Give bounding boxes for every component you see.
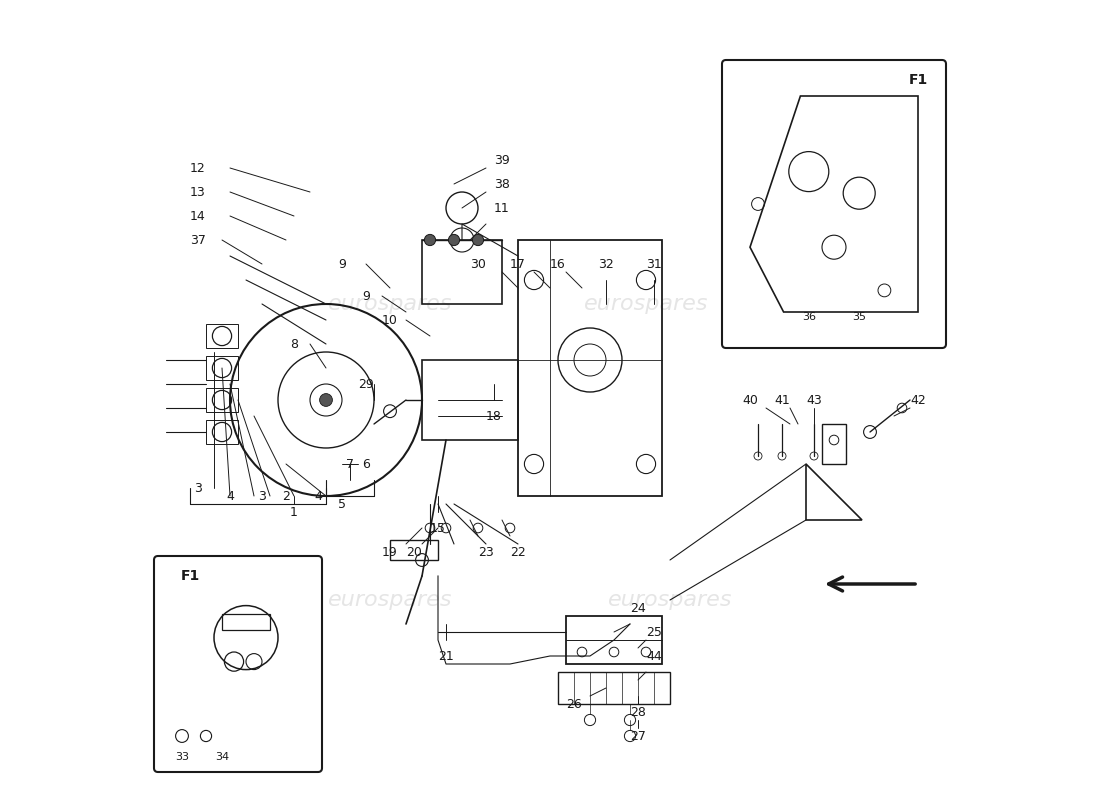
Text: 8: 8	[290, 338, 298, 350]
Circle shape	[320, 394, 332, 406]
Text: eurospares: eurospares	[328, 590, 452, 610]
Text: 12: 12	[190, 162, 206, 174]
Text: 41: 41	[774, 394, 790, 406]
Bar	[422, 240, 502, 304]
Text: eurospares: eurospares	[607, 590, 733, 610]
Text: 36: 36	[802, 312, 816, 322]
Text: 11: 11	[494, 202, 510, 214]
Text: 9: 9	[338, 258, 345, 270]
Text: 24: 24	[630, 602, 646, 614]
Bar	[206, 356, 238, 380]
Text: 1: 1	[290, 506, 298, 518]
Text: 7: 7	[346, 458, 354, 470]
Text: 25: 25	[646, 626, 662, 638]
Bar	[390, 540, 438, 560]
Text: 20: 20	[406, 546, 422, 558]
Text: 22: 22	[510, 546, 526, 558]
Text: eurospares: eurospares	[584, 294, 708, 314]
Text: 33: 33	[175, 752, 189, 762]
Text: 23: 23	[478, 546, 494, 558]
Text: 13: 13	[190, 186, 206, 198]
Text: 18: 18	[486, 410, 502, 422]
Text: 19: 19	[382, 546, 398, 558]
Text: 42: 42	[910, 394, 926, 406]
FancyBboxPatch shape	[154, 556, 322, 772]
Text: 40: 40	[742, 394, 758, 406]
Text: 9: 9	[362, 290, 370, 302]
Text: 10: 10	[382, 314, 398, 326]
Circle shape	[472, 234, 484, 246]
Text: 43: 43	[806, 394, 822, 406]
Circle shape	[425, 234, 436, 246]
Text: F1: F1	[909, 73, 927, 87]
Text: 29: 29	[359, 378, 374, 390]
Text: 26: 26	[566, 698, 582, 710]
Bar	[222, 614, 270, 630]
Text: 15: 15	[430, 522, 446, 534]
Text: 35: 35	[852, 312, 866, 322]
Bar	[518, 240, 662, 496]
Text: 4: 4	[227, 490, 234, 502]
Text: 34: 34	[214, 752, 229, 762]
Bar	[566, 616, 662, 664]
Text: 28: 28	[630, 706, 646, 718]
Text: 2: 2	[282, 490, 290, 502]
Bar	[822, 424, 846, 464]
Text: 32: 32	[598, 258, 614, 270]
Text: 44: 44	[646, 650, 662, 662]
Text: 16: 16	[550, 258, 565, 270]
Bar	[206, 324, 238, 348]
Text: eurospares: eurospares	[328, 294, 452, 314]
Bar	[558, 672, 670, 704]
Text: 39: 39	[494, 154, 510, 166]
Circle shape	[449, 234, 460, 246]
FancyBboxPatch shape	[722, 60, 946, 348]
Bar	[422, 360, 518, 440]
Text: 3: 3	[258, 490, 266, 502]
Text: 21: 21	[438, 650, 454, 662]
Text: 5: 5	[338, 498, 346, 510]
Text: 3: 3	[194, 482, 202, 494]
Text: 37: 37	[190, 234, 206, 246]
Bar	[206, 420, 238, 444]
Text: 17: 17	[510, 258, 526, 270]
Text: 27: 27	[630, 730, 646, 742]
Bar	[206, 388, 238, 412]
Text: 6: 6	[362, 458, 370, 470]
Text: 4: 4	[315, 490, 322, 502]
Text: F1: F1	[180, 569, 199, 583]
Text: 38: 38	[494, 178, 510, 190]
Text: 30: 30	[470, 258, 486, 270]
Text: 31: 31	[646, 258, 662, 270]
Text: 14: 14	[190, 210, 206, 222]
